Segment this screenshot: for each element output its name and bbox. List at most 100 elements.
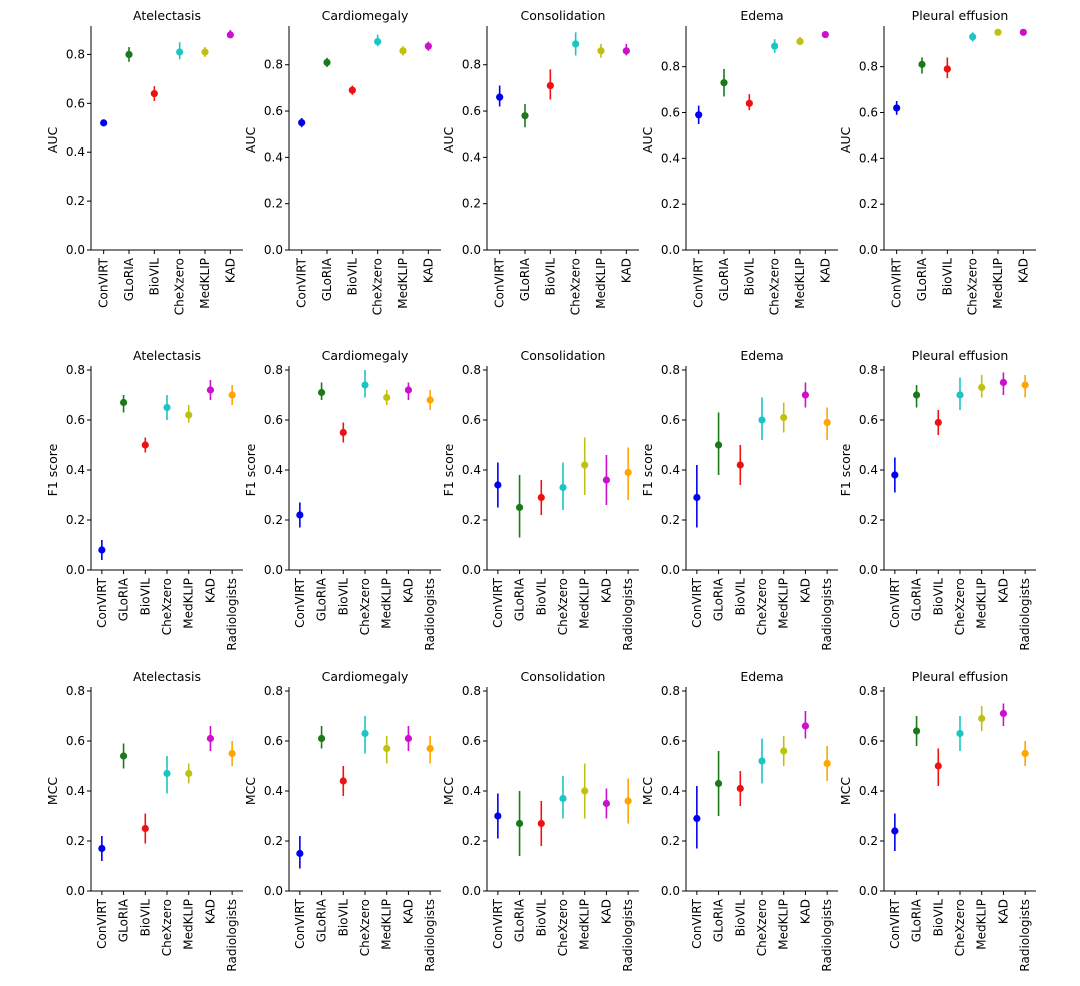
x-tick-label: GLoRIA: [122, 257, 136, 301]
data-point: [298, 119, 306, 127]
x-tick-label: GLoRIA: [910, 577, 924, 621]
subplot-title: Cardiomegaly: [322, 348, 409, 363]
x-tick-label: MedKLIP: [975, 578, 989, 629]
y-tick-label: 0.2: [264, 513, 283, 527]
subplot-title: Atelectasis: [133, 8, 201, 23]
x-tick-label: GLoRIA: [117, 577, 131, 621]
y-tick-label: 0.4: [264, 784, 283, 798]
x-tick-label: ConVIRT: [692, 257, 706, 308]
data-point: [185, 411, 193, 419]
x-tick-label: BioVIL: [931, 899, 945, 937]
y-tick-label: 0.4: [859, 151, 878, 165]
subplot: Edema F1 score 0.0 0.2 0.4 0.6 0.8 ConVIRT GLoRI…: [640, 348, 838, 651]
y-tick-label: 0.6: [66, 96, 85, 110]
y-tick-label: 0.0: [264, 563, 283, 577]
data-point: [559, 794, 567, 803]
x-tick-label: ConVIRT: [295, 257, 309, 308]
y-axis-label: AUC: [838, 127, 853, 154]
x-tick-label: Radiologists: [225, 578, 239, 651]
data-point: [201, 48, 209, 56]
data-point: [823, 759, 831, 768]
subplot: Cardiomegaly F1 score 0.0 0.2 0.4 0.6 0.8 ConVI…: [243, 348, 441, 651]
subplot-title: Consolidation: [521, 348, 606, 363]
x-tick-label: BioVIL: [138, 899, 152, 937]
data-point: [736, 784, 744, 793]
data-point: [206, 386, 215, 394]
data-point: [801, 391, 810, 399]
y-tick-label: 0.6: [859, 413, 878, 427]
x-tick-label: MedKLIP: [777, 899, 791, 950]
y-tick-label: 0.8: [462, 684, 481, 698]
subplot: Atelectasis MCC 0.0 0.2 0.4 0.6 0.8 ConVIRT GLoR…: [45, 669, 243, 972]
x-tick-label: GLoRIA: [117, 898, 131, 942]
data-point: [771, 42, 779, 50]
data-point: [226, 31, 234, 39]
x-tick-label: KAD: [203, 578, 217, 603]
y-tick-label: 0.4: [661, 784, 680, 798]
data-point: [978, 714, 986, 723]
data-point: [1021, 381, 1029, 389]
x-tick-label: GLoRIA: [915, 257, 929, 301]
data-point: [622, 47, 630, 55]
x-tick-label: KAD: [1016, 258, 1030, 283]
data-point: [956, 729, 964, 738]
data-point: [891, 827, 899, 835]
data-point: [374, 37, 382, 46]
data-point: [758, 757, 766, 765]
y-tick-label: 0.0: [661, 563, 680, 577]
x-tick-label: Radiologists: [621, 899, 635, 972]
x-tick-label: Radiologists: [820, 899, 834, 972]
x-tick-label: BioVIL: [336, 899, 350, 937]
x-tick-label: CheXzero: [358, 578, 372, 635]
x-tick-label: KAD: [203, 899, 217, 924]
data-point: [559, 483, 567, 492]
x-tick-label: BioVIL: [543, 258, 557, 296]
x-tick-label: KAD: [798, 578, 812, 603]
data-point: [228, 749, 236, 758]
data-point: [521, 112, 529, 120]
x-tick-label: MedKLIP: [198, 258, 212, 309]
data-point: [912, 391, 921, 399]
data-point: [404, 386, 413, 394]
data-point: [494, 812, 502, 820]
x-tick-label: BioVIL: [534, 899, 548, 937]
data-point: [399, 47, 407, 55]
data-point: [780, 413, 788, 422]
y-tick-label: 0.8: [264, 363, 283, 377]
data-point: [100, 119, 108, 127]
data-point: [572, 40, 580, 48]
data-point: [296, 849, 304, 858]
data-point: [383, 744, 391, 753]
subplot-title: Edema: [740, 348, 783, 363]
subplot: Consolidation MCC 0.0 0.2 0.4 0.6 0.8 ConVIRT GL…: [441, 669, 639, 972]
x-tick-label: ConVIRT: [888, 577, 902, 628]
subplot: Cardiomegaly AUC 0.0 0.2 0.4 0.6 0.8 ConVIRT GLo…: [243, 8, 441, 315]
data-point: [176, 48, 184, 56]
data-point: [496, 93, 504, 101]
data-point: [1021, 749, 1029, 758]
data-point: [323, 58, 331, 67]
data-point: [602, 476, 611, 484]
x-tick-label: MedKLIP: [182, 578, 196, 629]
y-tick-label: 0.6: [661, 413, 680, 427]
x-tick-label: ConVIRT: [293, 577, 307, 628]
x-tick-label: CheXzero: [755, 899, 769, 956]
x-tick-label: CheXzero: [358, 899, 372, 956]
subplot-title: Pleural effusion: [912, 8, 1009, 23]
y-tick-label: 0.0: [462, 884, 481, 898]
x-tick-label: CheXzero: [371, 258, 385, 315]
y-tick-label: 0.6: [462, 413, 481, 427]
data-point: [714, 441, 723, 449]
data-point: [912, 727, 921, 735]
y-axis-label: AUC: [640, 127, 655, 154]
y-axis-label: AUC: [45, 127, 60, 154]
y-tick-label: 0.8: [264, 58, 283, 72]
y-tick-label: 0.8: [859, 60, 878, 74]
x-tick-label: ConVIRT: [491, 898, 505, 949]
y-axis-label: F1 score: [838, 443, 853, 496]
x-tick-label: CheXzero: [953, 899, 967, 956]
y-tick-label: 0.2: [264, 197, 283, 211]
x-tick-label: KAD: [421, 258, 435, 283]
y-tick-label: 0.2: [859, 197, 878, 211]
x-tick-label: BioVIL: [733, 578, 747, 616]
